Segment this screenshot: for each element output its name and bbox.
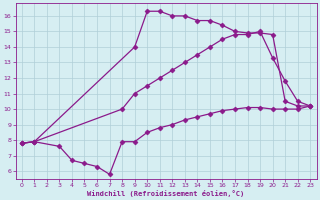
X-axis label: Windchill (Refroidissement éolien,°C): Windchill (Refroidissement éolien,°C): [87, 190, 245, 197]
